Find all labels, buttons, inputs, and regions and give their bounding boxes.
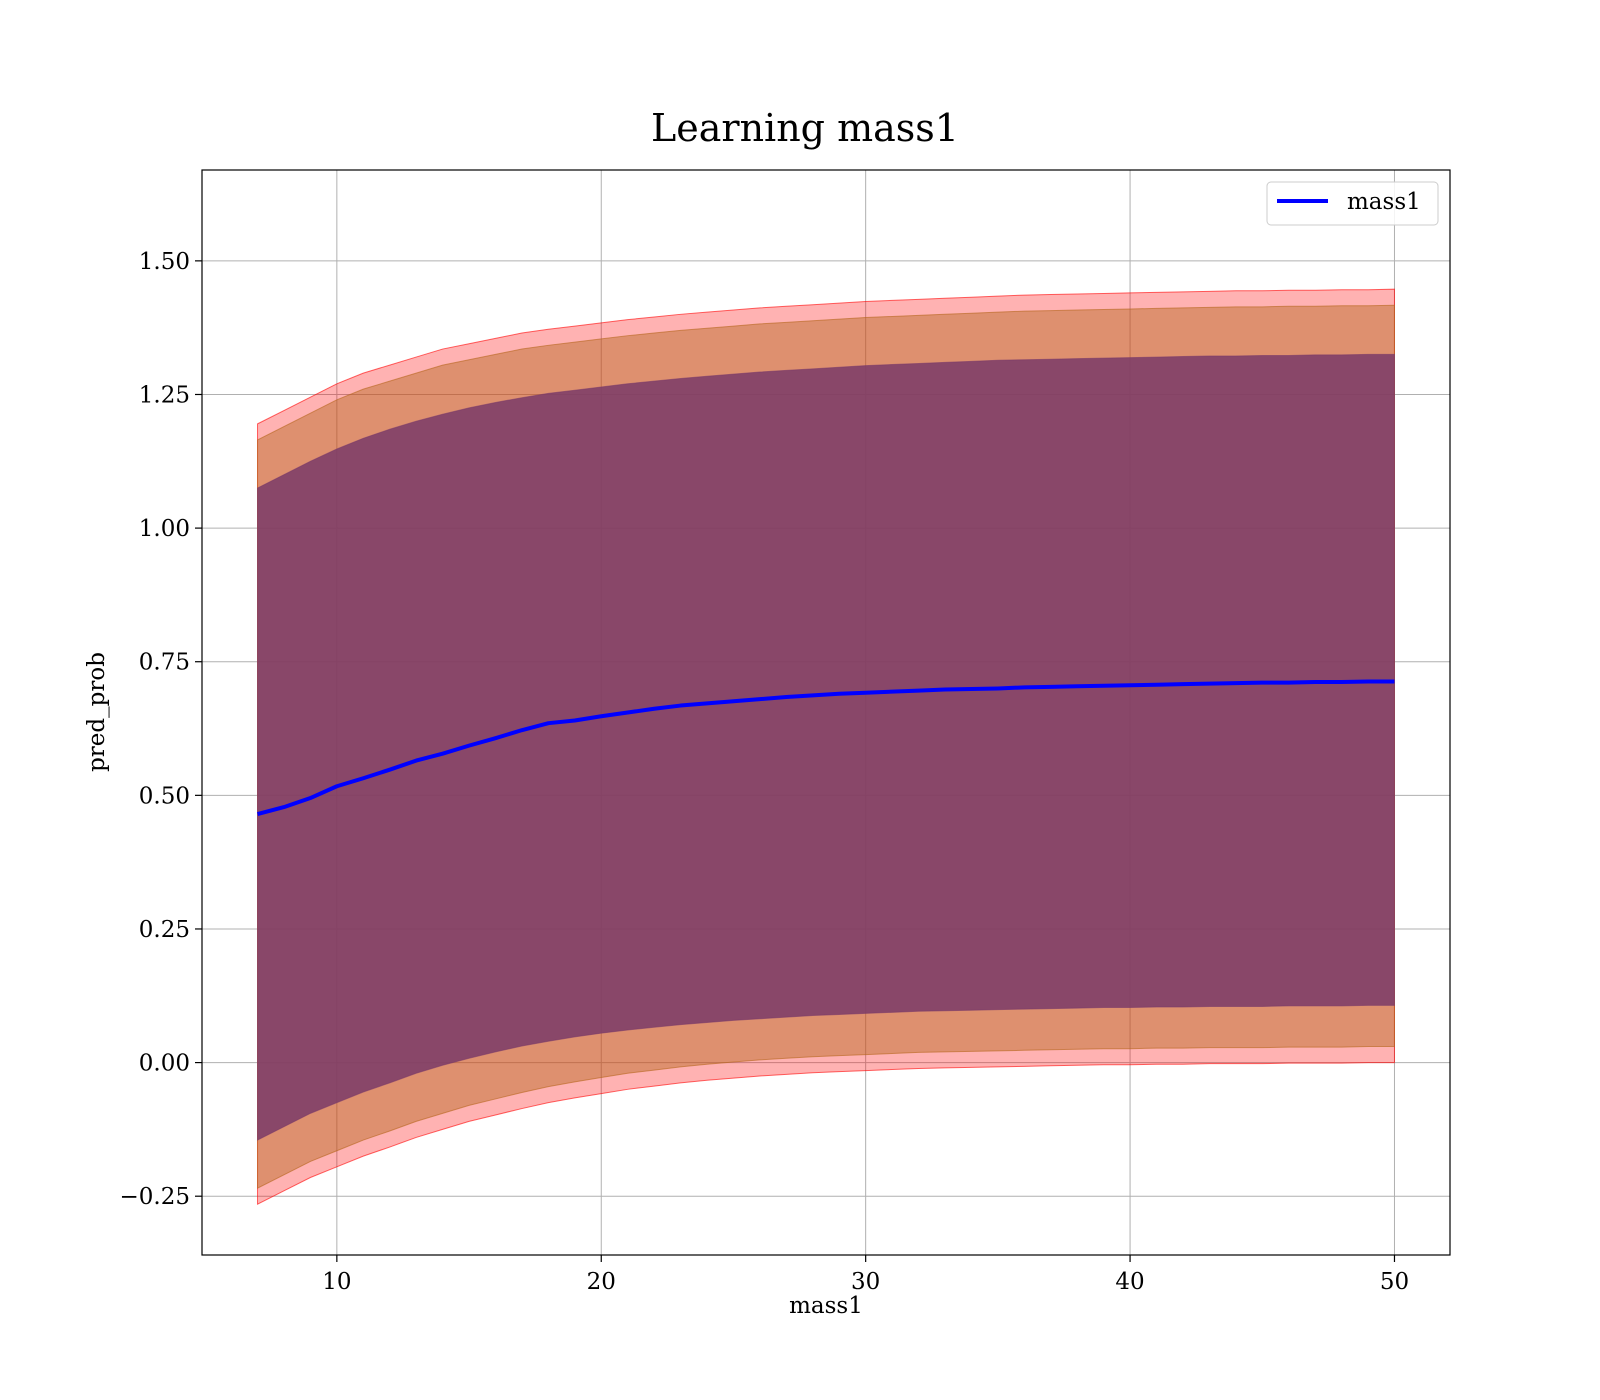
y-tick-label: 0.00	[139, 1051, 190, 1077]
x-tick-label: 20	[587, 1269, 616, 1295]
y-tick-label: 0.25	[139, 917, 190, 943]
y-tick-label: 0.75	[139, 650, 190, 676]
band-inner	[257, 353, 1395, 1141]
y-axis-label: pred_prob	[84, 652, 110, 772]
legend: mass1	[1266, 181, 1439, 226]
y-tick-label: −0.25	[120, 1184, 190, 1210]
legend-box	[1266, 181, 1439, 226]
x-tick-label: 40	[1115, 1269, 1144, 1295]
x-tick-label: 30	[851, 1269, 880, 1295]
series-lines	[257, 679, 1395, 816]
y-tick-label: 1.00	[139, 516, 190, 542]
x-tick-label: 50	[1380, 1269, 1409, 1295]
series-line-mass1	[257, 679, 1395, 816]
confidence-bands	[257, 288, 1395, 1206]
legend-label-mass1: mass1	[1347, 189, 1421, 215]
y-tick-label: 0.50	[139, 783, 190, 809]
y-tick-label: 1.50	[139, 249, 190, 275]
axis-ticks: 10 20 30 40 50 −0.25 0.00 0.25 0.50 0.75 1.00 1.25 1…	[120, 249, 1410, 1295]
plot-frame	[201, 169, 1451, 1256]
y-tick-label: 1.25	[139, 382, 190, 408]
chart-title: Learning mass1	[651, 106, 959, 150]
x-tick-label: 10	[322, 1269, 351, 1295]
x-axis-label: mass1	[789, 1293, 863, 1319]
